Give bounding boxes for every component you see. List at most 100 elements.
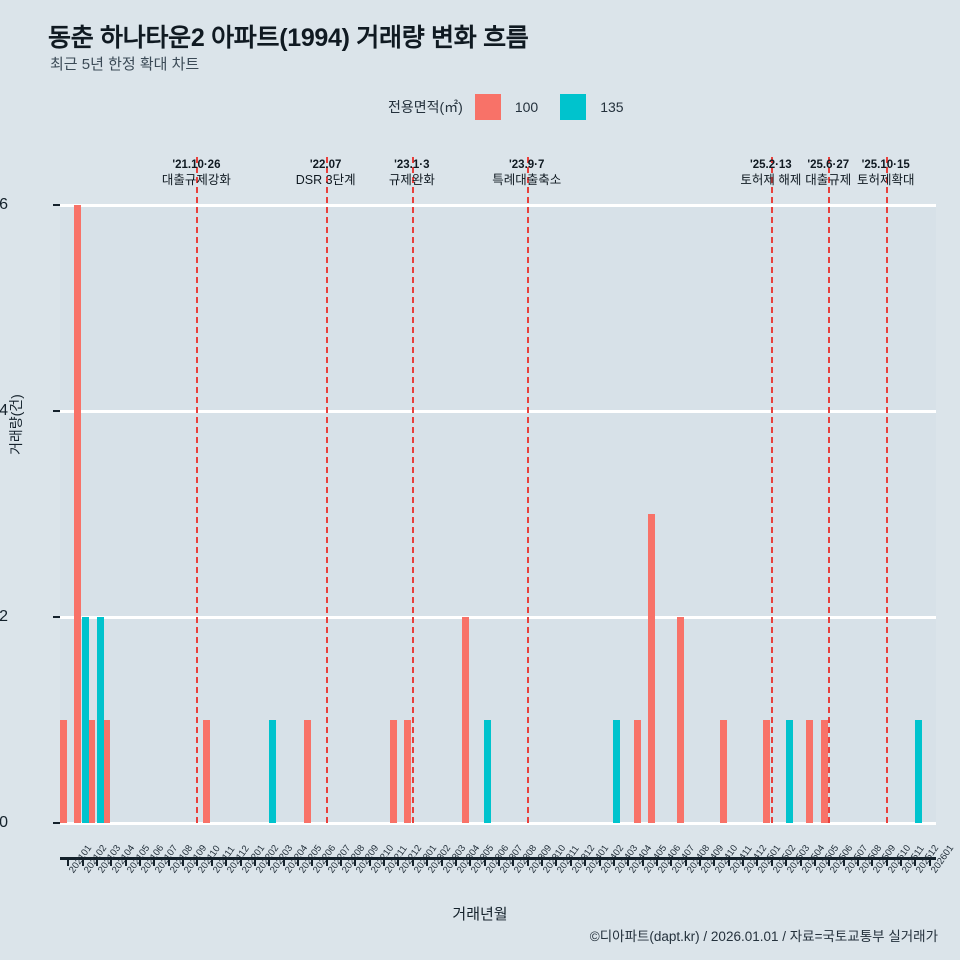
event-annotation-202510: '25.10·15 토허제확대	[826, 158, 946, 188]
event-annotation-date: '23.9·7	[509, 159, 545, 171]
event-annotation-date: '21.10·26	[172, 159, 221, 171]
x-axis-label: 거래년월	[452, 906, 508, 923]
x-tick-mark	[828, 857, 831, 866]
x-tick-mark	[914, 857, 917, 866]
x-tick-mark	[268, 857, 271, 866]
event-annotation-202207: '22.07 DSR 3단계	[266, 158, 386, 188]
x-tick-mark	[813, 857, 816, 866]
x-tick-mark	[454, 857, 457, 866]
event-annotation-text: 규제완화	[388, 173, 435, 187]
bar-100-202212[interactable]	[389, 720, 397, 823]
x-tick-mark	[81, 857, 84, 866]
bar-100-202505[interactable]	[806, 720, 814, 823]
x-tick-mark	[138, 857, 141, 866]
bar-100-202405[interactable]	[634, 720, 641, 823]
event-line-202301	[411, 157, 414, 823]
x-tick-mark	[483, 857, 486, 866]
x-tick-mark	[239, 857, 242, 866]
bar-100-202111[interactable]	[203, 720, 211, 823]
event-line-202309	[526, 157, 529, 823]
event-annotation-text: DSR 3단계	[295, 173, 356, 187]
x-tick-mark	[182, 857, 185, 866]
chart-legend: 전용면적(㎡) 100 135	[388, 94, 646, 120]
bar-135-202306[interactable]	[484, 720, 492, 823]
x-tick-mark	[469, 857, 472, 866]
bar-135-202102[interactable]	[82, 617, 90, 823]
event-line-202110	[196, 157, 199, 823]
event-annotation-date: '22.07	[309, 159, 342, 171]
x-tick-mark	[928, 857, 931, 866]
event-line-202510	[885, 157, 888, 823]
bar-100-202502[interactable]	[763, 720, 771, 823]
x-tick-mark	[842, 857, 845, 866]
page-title: 동춘 하나타운2 아파트(1994) 거래량 변화 흐름	[48, 24, 529, 52]
x-tick-mark	[871, 857, 874, 866]
x-tick-mark	[785, 857, 788, 866]
y-tick-label: 0	[0, 814, 8, 831]
x-tick-mark	[124, 857, 127, 866]
bar-100-202206[interactable]	[303, 720, 311, 823]
x-tick-mark	[756, 857, 759, 866]
y-gridline	[60, 409, 936, 413]
x-tick-mark	[742, 857, 745, 866]
y-tick-mark	[53, 616, 60, 618]
event-annotation-text: 대출규제강화	[161, 173, 231, 187]
event-annotation-202301: '23.1·3 규제완화	[352, 158, 472, 188]
x-tick-mark	[526, 857, 529, 866]
bar-100-202406[interactable]	[648, 514, 656, 823]
plot-area	[53, 157, 936, 825]
x-tick-mark	[900, 857, 903, 866]
x-tick-mark	[153, 857, 156, 866]
legend-item-100[interactable]: 100	[474, 94, 560, 120]
bar-100-202411[interactable]	[720, 720, 728, 823]
x-tick-mark	[713, 857, 716, 866]
legend-swatch-100	[474, 94, 501, 120]
bar-135-202103[interactable]	[96, 617, 104, 823]
event-annotation-202502: '25.2·13 토허제 해제	[711, 158, 831, 188]
x-tick-mark	[684, 857, 687, 866]
x-tick-mark	[340, 857, 343, 866]
legend-item-135[interactable]: 135	[560, 94, 645, 120]
bar-100-202103[interactable]	[88, 720, 96, 823]
x-tick-mark	[770, 857, 773, 866]
x-tick-mark	[440, 857, 443, 866]
bar-135-202512[interactable]	[915, 720, 923, 823]
x-tick-mark	[655, 857, 658, 866]
bar-135-202403[interactable]	[613, 720, 621, 823]
x-tick-mark	[569, 857, 572, 866]
x-tick-mark	[584, 857, 587, 866]
x-tick-mark	[498, 857, 500, 866]
legend-label-135: 135	[600, 99, 624, 115]
x-tick-mark	[598, 857, 601, 866]
x-tick-mark	[383, 857, 386, 866]
legend-swatch-135	[560, 94, 587, 120]
x-tick-mark	[354, 857, 357, 866]
y-gridline	[60, 821, 936, 825]
x-tick-mark	[296, 857, 299, 866]
y-tick-label: 2	[0, 608, 8, 625]
y-tick-mark	[53, 204, 60, 206]
bar-100-202408[interactable]	[677, 617, 685, 823]
x-tick-mark	[311, 857, 314, 866]
bar-100-202305[interactable]	[461, 617, 469, 823]
bar-100-202101[interactable]	[59, 720, 67, 823]
bar-135-202203[interactable]	[268, 720, 276, 823]
x-tick-mark	[210, 857, 213, 866]
x-tick-mark	[426, 857, 429, 866]
event-line-202502	[770, 157, 773, 823]
x-tick-mark	[95, 857, 98, 866]
x-tick-mark	[727, 857, 730, 866]
event-annotation-202110: '21.10·26 대출규제강화	[136, 158, 256, 188]
bar-100-202506[interactable]	[820, 720, 828, 823]
x-tick-mark	[612, 857, 615, 866]
x-tick-mark	[799, 857, 802, 866]
event-line-202207	[325, 157, 328, 823]
event-annotation-date: '25.2·13	[749, 159, 792, 171]
x-tick-mark	[282, 857, 285, 866]
bar-135-202503[interactable]	[785, 720, 793, 823]
event-line-202506	[828, 157, 831, 823]
bar-100-202102[interactable]	[73, 205, 81, 823]
bar-100-202104[interactable]	[102, 720, 110, 823]
bar-100-202301[interactable]	[404, 720, 412, 823]
y-gridline	[60, 615, 936, 619]
